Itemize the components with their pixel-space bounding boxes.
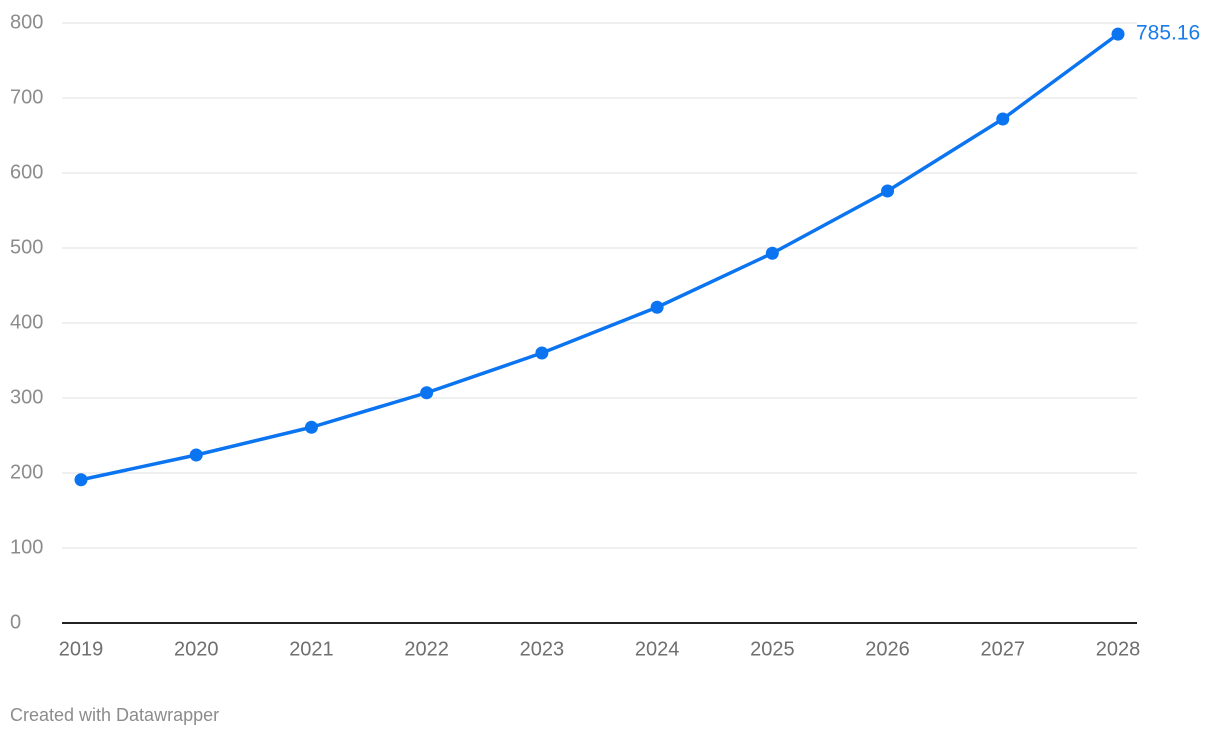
value-label: 785.16 xyxy=(1136,22,1200,45)
y-tick-label: 100 xyxy=(10,536,43,558)
x-tick-label: 2026 xyxy=(865,638,910,660)
x-tick-label: 2021 xyxy=(289,638,334,660)
point xyxy=(74,473,88,487)
point xyxy=(765,246,779,260)
x-tick-label: 2023 xyxy=(520,638,565,660)
y-tick-label: 800 xyxy=(10,11,43,33)
point xyxy=(420,386,434,400)
x-tick-label: 2028 xyxy=(1096,638,1141,660)
line xyxy=(80,32,1120,482)
y-tick-label: 300 xyxy=(10,386,43,408)
y-tick-label: 500 xyxy=(10,236,43,258)
point xyxy=(650,300,664,314)
x-tick-label: 2020 xyxy=(174,638,219,660)
x-tick-label: 2027 xyxy=(981,638,1026,660)
y-tick-label: 0 xyxy=(10,611,21,633)
y-tick-label: 200 xyxy=(10,461,43,483)
credit: Created with Datawrapper xyxy=(10,705,219,725)
y-tick-label: 600 xyxy=(10,161,43,183)
y-tick-label: 700 xyxy=(10,86,43,108)
point xyxy=(1111,27,1125,41)
point xyxy=(304,420,318,434)
x-tick-label: 2025 xyxy=(750,638,795,660)
point xyxy=(881,184,895,198)
x-tick-label: 2024 xyxy=(635,638,680,660)
x-tick-label: 2022 xyxy=(404,638,449,660)
point xyxy=(535,346,549,360)
x-tick-label: 2019 xyxy=(59,638,104,660)
point xyxy=(189,448,203,462)
point xyxy=(996,112,1010,126)
y-tick-label: 400 xyxy=(10,311,43,333)
